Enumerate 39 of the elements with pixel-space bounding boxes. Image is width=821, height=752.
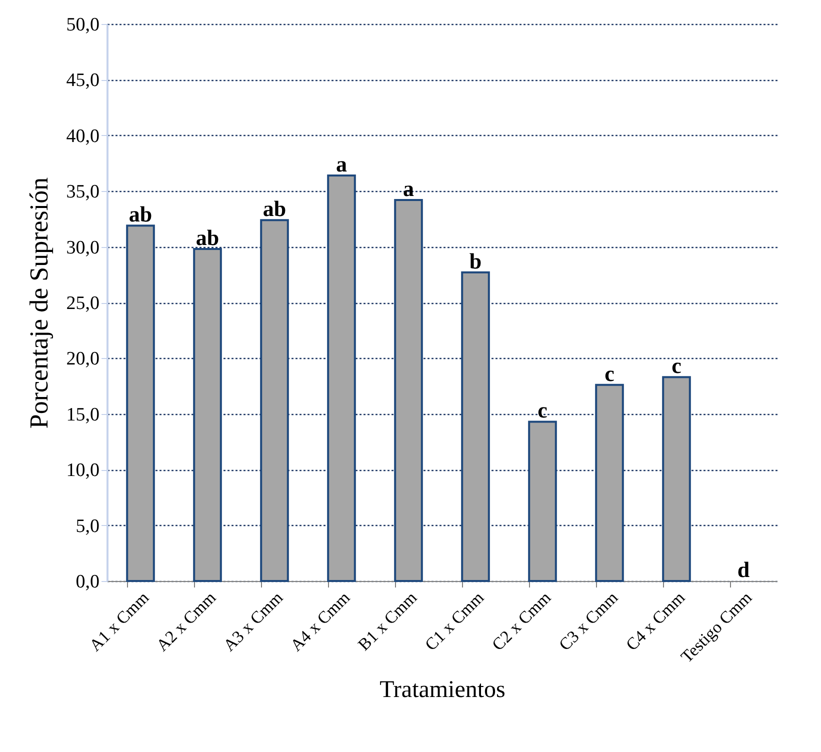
x-tick-label: C3 x Cmm (555, 588, 622, 654)
annotation: d (737, 557, 750, 582)
bar (260, 219, 289, 582)
annotation: c (604, 360, 615, 386)
y-tick-label: 50,0 (66, 14, 100, 36)
bar (528, 420, 557, 582)
bar (394, 199, 423, 582)
annotation: c (538, 398, 548, 423)
y-tick-label: 0,0 (76, 572, 100, 592)
x-tick-label: A4 x Cmm (286, 588, 354, 655)
x-tick-label: A3 x Cmm (220, 588, 287, 655)
bar (662, 376, 691, 582)
y-tick-label: 20,0 (66, 348, 100, 370)
bar (126, 224, 155, 582)
annotation: ab (128, 202, 152, 227)
annotation: ab (262, 196, 286, 222)
y-tick-label: 45,0 (66, 70, 100, 92)
x-tick-label: C1 x Cmm (421, 588, 488, 654)
y-axis-title: Porcentaje de Supresión (24, 177, 54, 429)
annotation: a (403, 176, 414, 202)
x-axis-title: Tratamientos (380, 676, 506, 703)
y-tick-label: 40,0 (66, 126, 100, 147)
annotation: b (469, 248, 482, 274)
y-tick-label: 15,0 (66, 404, 100, 426)
bar (461, 271, 490, 582)
bar (327, 174, 356, 582)
x-tick-label: C2 x Cmm (488, 588, 555, 654)
y-tick-label: 10,0 (66, 460, 100, 482)
x-tick-label: A2 x Cmm (152, 588, 220, 655)
annotation: c (672, 353, 682, 378)
y-tick-label: 25,0 (66, 293, 100, 314)
bar (193, 248, 222, 582)
annotation: ab (196, 225, 220, 250)
y-tick-label: 5,0 (76, 516, 100, 537)
annotation: a (336, 152, 347, 177)
bar (595, 384, 624, 582)
y-tick-label: 30,0 (66, 237, 100, 258)
x-tick-label: B1 x Cmm (354, 588, 421, 654)
y-tick-label: 35,0 (66, 182, 100, 203)
